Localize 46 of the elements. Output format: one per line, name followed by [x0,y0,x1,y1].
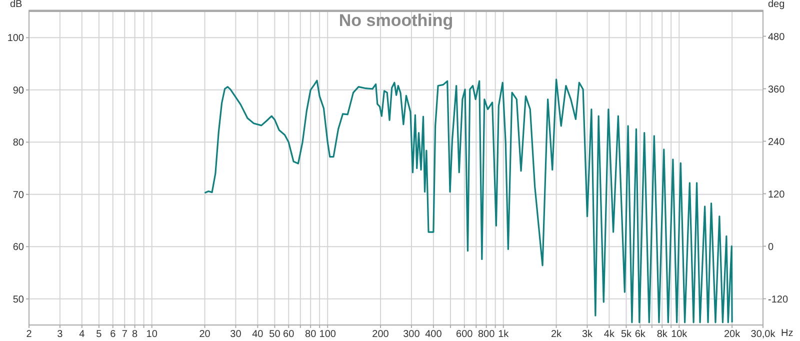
x-tick-label: 4 [79,329,86,340]
x-tick-label: 10 [146,329,158,340]
chart-title: No smoothing [338,11,454,31]
y2-axis-title: deg [768,0,785,10]
y-tick-label: 70 [12,190,24,201]
x-tick-label: 50 [269,329,281,340]
x-tick-label: 20k [724,329,742,340]
x-tick-label: 800 [478,329,496,340]
x-axis-title: Hz [781,328,794,339]
x-tick-label: 200 [372,329,390,340]
x-tick-label: 6 [110,329,116,340]
x-tick-label: 60 [283,329,295,340]
y2-tick-label: -120 [768,294,788,306]
y2-tick-label: 480 [768,32,786,43]
x-tick-label: 3k [582,329,594,340]
x-tick-label: 2 [26,329,32,340]
y2-tick-label: 240 [768,136,786,148]
y2-tick-label: 120 [768,189,786,200]
x-tick-label: 5k [620,329,633,340]
x-tick-label: 300 [403,329,420,340]
x-tick-label: 2k [551,329,563,340]
x-tick-label: 40 [252,329,264,340]
x-tick-label: 10k [671,329,688,340]
x-tick-label: 4k [604,329,616,340]
y-tick-label: 60 [12,242,24,254]
y2-tick-label: 0 [768,242,774,253]
x-tick-label: 600 [456,329,474,340]
y-tick-label: 80 [12,138,24,149]
x-tick-label: 30,0k [750,329,776,340]
x-tick-label: 100 [319,329,336,340]
y-axis-title: dB [10,0,22,10]
x-tick-label: 20 [199,329,211,340]
x-tick-label: 6k [634,329,646,340]
y-tick-label: 100 [7,33,24,44]
y-tick-label: 50 [12,294,24,306]
x-tick-label: 8k [656,329,668,340]
x-tick-label: 1k [498,329,510,340]
x-tick-label: 80 [305,329,317,340]
x-tick-label: 30 [230,329,242,340]
x-tick-label: 3 [57,329,64,340]
x-tick-label: 5 [96,329,102,340]
x-tick-label: 8 [132,329,138,340]
y2-tick-label: 360 [768,84,786,96]
x-tick-label: 7 [122,329,128,340]
y-tick-label: 90 [12,85,24,96]
x-tick-label: 400 [425,329,442,340]
